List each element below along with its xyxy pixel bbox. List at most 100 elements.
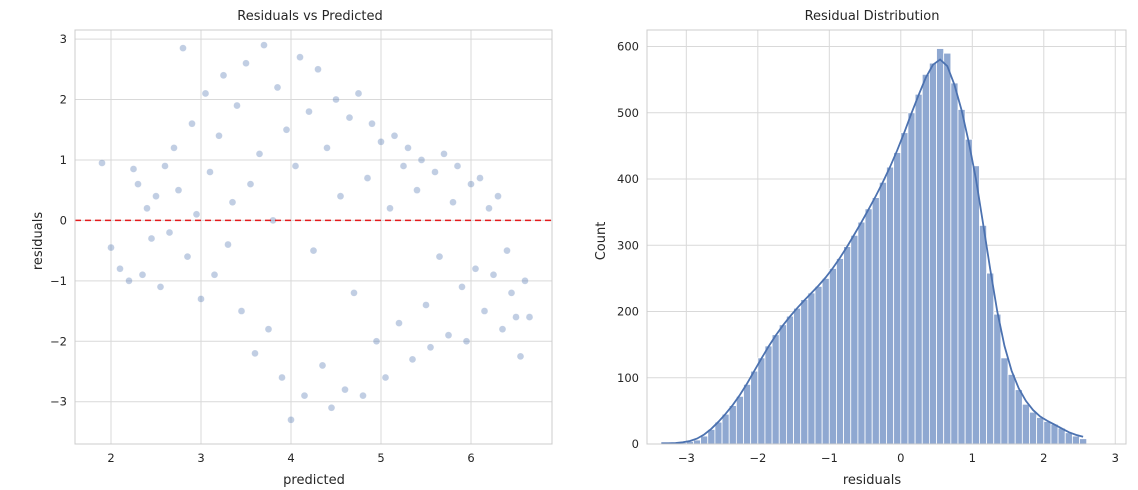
- hist-bar: [743, 383, 752, 445]
- scatter-point: [219, 71, 228, 79]
- scatter-point: [282, 126, 291, 134]
- scatter-point: [125, 277, 133, 285]
- scatter-point: [431, 168, 439, 176]
- hist-bar: [936, 48, 945, 445]
- hist-bar: [778, 324, 787, 445]
- scatter-point: [278, 373, 286, 382]
- hist-y-axis-label: Count: [594, 222, 609, 261]
- scatter-y-tick-label: −2: [50, 334, 67, 348]
- hist-bar: [864, 208, 873, 445]
- scatter-y-tick-labels: −3 −2 −1 0 1 2 3: [50, 32, 67, 409]
- hist-bar: [800, 299, 809, 445]
- scatter-point: [228, 198, 237, 206]
- hist-x-axis-label: residuals: [843, 473, 902, 488]
- scatter-point: [368, 120, 376, 128]
- scatter-point: [467, 180, 475, 188]
- hist-bar: [836, 258, 845, 445]
- scatter-point: [422, 301, 430, 309]
- hist-bar: [735, 395, 744, 445]
- hist-x-tick-label: −2: [749, 451, 766, 465]
- scatter-point: [498, 325, 507, 333]
- hist-bar: [907, 112, 916, 445]
- scatter-x-axis-label: predicted: [283, 473, 345, 488]
- scatter-point: [260, 41, 268, 49]
- scatter-point: [224, 240, 232, 249]
- hist-y-tick-label: 600: [617, 40, 639, 54]
- scatter-x-tick-label: 3: [197, 451, 204, 465]
- hist-bar: [757, 357, 766, 445]
- hist-x-tick-label: 1: [969, 451, 976, 465]
- scatter-point: [354, 89, 363, 98]
- scatter-point: [147, 234, 156, 243]
- hist-bar: [793, 307, 802, 445]
- hist-bar: [1014, 389, 1023, 445]
- hist-bar: [1043, 421, 1052, 445]
- scatter-y-tick-label: 2: [60, 93, 67, 107]
- hist-bar: [943, 52, 952, 445]
- hist-bar: [1021, 403, 1030, 445]
- hist-bar: [871, 197, 880, 445]
- scatter-plot-frame: [74, 29, 553, 445]
- scatter-x-tick-labels: 2 3 4 5 6: [107, 451, 474, 465]
- scatter-point: [377, 138, 385, 146]
- scatter-y-tick-label: −3: [50, 395, 67, 409]
- scatter-y-tick-label: −1: [50, 274, 67, 288]
- hist-bar: [850, 234, 859, 445]
- hist-bar: [928, 62, 937, 445]
- hist-bar: [1007, 374, 1016, 445]
- scatter-point: [305, 107, 313, 116]
- scatter-point: [264, 325, 273, 333]
- scatter-point: [197, 295, 205, 303]
- kde-curve: [661, 58, 1084, 445]
- hist-bar: [700, 435, 709, 445]
- hist-bar: [986, 272, 995, 445]
- scatter-point: [246, 180, 255, 188]
- hist-bar: [1036, 417, 1045, 445]
- scatter-point: [417, 156, 426, 164]
- scatter-point: [174, 186, 183, 194]
- scatter-point: [233, 101, 241, 110]
- scatter-point: [161, 162, 169, 170]
- scatter-point: [404, 144, 412, 152]
- scatter-point: [156, 283, 165, 291]
- hist-x-tick-label: −3: [678, 451, 695, 465]
- scatter-point: [287, 416, 295, 424]
- scatter-point: [458, 283, 466, 291]
- scatter-point: [449, 198, 457, 206]
- hist-bar: [957, 109, 966, 445]
- scatter-point: [444, 331, 453, 339]
- hist-x-tick-label: 3: [1112, 451, 1119, 465]
- scatter-point: [309, 246, 318, 255]
- hist-bar: [971, 165, 980, 445]
- hist-bar: [921, 73, 930, 445]
- hist-x-tick-labels: −3 −2 −1 0 1 2 3: [678, 451, 1119, 465]
- hist-bar: [857, 221, 866, 445]
- hist-y-tick-label: 0: [632, 437, 639, 451]
- scatter-point: [134, 180, 142, 188]
- scatter-point: [192, 210, 201, 218]
- scatter-point: [408, 355, 417, 363]
- hist-bar: [728, 405, 737, 445]
- scatter-point: [395, 319, 403, 327]
- hist-y-tick-label: 300: [617, 238, 639, 252]
- scatter-point: [318, 361, 327, 370]
- scatter-point: [107, 243, 115, 252]
- scatter-point: [494, 192, 502, 200]
- scatter-y-axis-label: residuals: [31, 212, 46, 271]
- hist-bar: [764, 345, 773, 445]
- scatter-point: [314, 65, 322, 73]
- scatter-point: [143, 204, 151, 212]
- scatter-point: [525, 313, 534, 321]
- scatter-point: [206, 168, 214, 176]
- scatter-point: [188, 120, 196, 128]
- scatter-point: [381, 373, 390, 382]
- hist-bar: [950, 82, 959, 445]
- scatter-y-tick-label: 0: [60, 213, 67, 227]
- scatter-point: [480, 307, 489, 315]
- hist-y-tick-label: 100: [617, 371, 639, 385]
- hist-x-tick-label: −1: [821, 451, 838, 465]
- scatter-point: [489, 271, 498, 279]
- scatter-point: [345, 114, 354, 122]
- scatter-point: [116, 265, 124, 273]
